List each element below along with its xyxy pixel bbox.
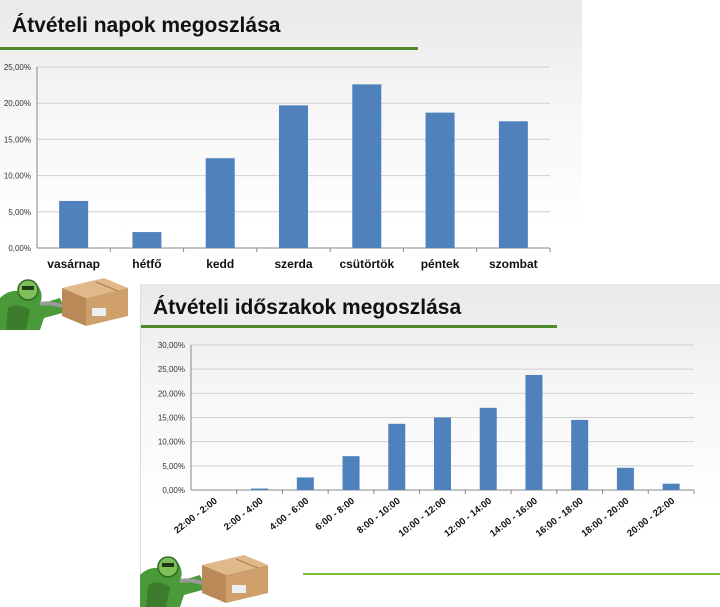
bar [296, 477, 314, 490]
category-label: kedd [206, 257, 234, 271]
bar-chart-periods: 0,00% 5,00% 10,00% 15,00% 20,00% 25,00% 30,00%… [158, 341, 695, 540]
robot-figure [140, 556, 206, 607]
bar [279, 105, 308, 248]
bar [498, 121, 528, 248]
slide-title-days: Átvételi napok megoszlása [12, 14, 281, 37]
bar [388, 423, 406, 490]
bar [132, 232, 162, 248]
y-tick-label: 15,00% [4, 135, 31, 144]
bar [662, 483, 680, 490]
y-tick-label: 20,00% [158, 389, 185, 398]
y-tick-label: 0,00% [162, 486, 185, 495]
robot-courier-icon [0, 278, 128, 330]
category-label: szombat [489, 257, 538, 271]
category-label: csütörtök [339, 257, 394, 271]
category-label: hétfő [132, 257, 161, 271]
y-tick-label: 25,00% [158, 365, 185, 374]
title-underline [0, 47, 418, 50]
slide-day-distribution: Átvételi napok megoszlása 0,00% 5,00% 10,0… [0, 0, 582, 330]
category-label: 18:00 - 20:00 [580, 496, 632, 540]
cardboard-box-icon [202, 555, 268, 603]
cardboard-box-icon [62, 278, 128, 326]
bar [205, 158, 235, 248]
slide-title-periods: Átvételi időszakok megoszlása [153, 296, 462, 319]
category-label: 16:00 - 18:00 [534, 496, 586, 540]
category-label: 22:00 - 2:00 [172, 496, 220, 537]
bar [59, 200, 89, 248]
category-label: 8:00 - 10:00 [355, 496, 403, 537]
robot-figure [0, 279, 66, 330]
category-label: 6:00 - 8:00 [313, 496, 356, 533]
footer-rule [303, 573, 720, 575]
bar [571, 419, 589, 490]
bar [525, 374, 543, 490]
bar [352, 84, 382, 248]
y-tick-label: 5,00% [8, 208, 31, 217]
y-tick-label: 15,00% [158, 414, 185, 423]
category-label: 10:00 - 12:00 [397, 496, 449, 540]
bar [479, 407, 497, 490]
title-underline [141, 325, 557, 328]
bar [434, 417, 451, 490]
bar [251, 488, 269, 490]
y-tick-label: 5,00% [162, 462, 185, 471]
category-label: vasárnap [47, 257, 100, 271]
y-tick-label: 10,00% [4, 172, 31, 181]
bar [425, 112, 455, 248]
category-label: péntek [421, 257, 460, 271]
y-tick-label: 25,00% [4, 63, 31, 72]
category-label: 2:00 - 4:00 [222, 496, 265, 533]
slide-time-distribution: Átvételi időszakok megoszlása 0,00% 5,00%… [140, 284, 720, 606]
y-tick-label: 10,00% [158, 438, 185, 447]
category-label: 20:00 - 22:00 [625, 496, 677, 540]
category-label: 12:00 - 14:00 [442, 496, 494, 540]
y-tick-label: 30,00% [158, 341, 185, 350]
bar-chart-days: 0,00% 5,00% 10,00% 15,00% 20,00% 25,00% vasárn… [4, 63, 551, 271]
bar [342, 456, 360, 490]
category-label: szerda [274, 257, 312, 271]
y-tick-label: 0,00% [8, 244, 31, 253]
bar [616, 467, 634, 490]
category-label: 14:00 - 16:00 [488, 496, 540, 540]
category-label: 4:00 - 6:00 [268, 496, 311, 533]
y-tick-label: 20,00% [4, 99, 31, 108]
robot-courier-icon [140, 555, 268, 607]
